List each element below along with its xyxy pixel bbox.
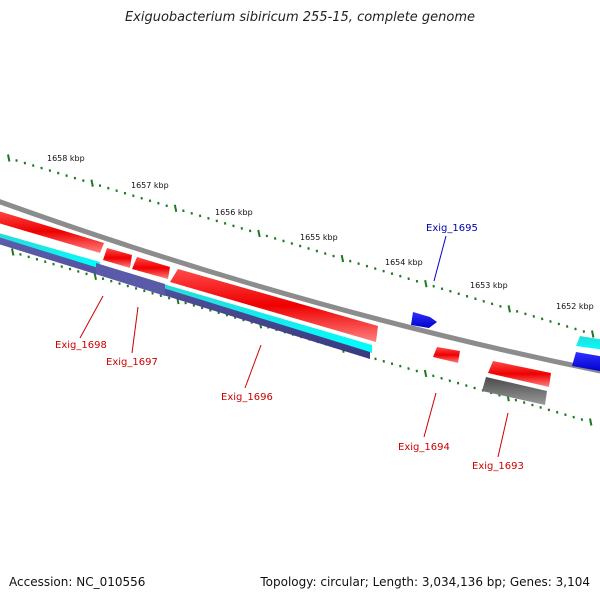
gene-label-exig-1696: Exig_1696 bbox=[221, 392, 273, 403]
scale-label-1654: 1654 kbp bbox=[385, 258, 423, 267]
leader-exig-1693 bbox=[497, 412, 509, 458]
gene-label-exig-1698: Exig_1698 bbox=[55, 340, 107, 351]
gene-exig-1694-shape bbox=[433, 347, 460, 363]
genome-summary: Topology: circular; Length: 3,034,136 bp… bbox=[260, 575, 590, 589]
cds-track-right bbox=[576, 336, 600, 350]
genome-backbone bbox=[0, 199, 600, 374]
leader-exig-1698 bbox=[79, 295, 104, 339]
gene-label-exig-1697: Exig_1697 bbox=[106, 357, 158, 368]
gene-label-exig-1693: Exig_1693 bbox=[472, 461, 524, 472]
gene-label-exig-1694: Exig_1694 bbox=[398, 442, 450, 453]
gene-exig-1693-shape bbox=[488, 361, 551, 387]
upper-major-tick bbox=[7, 154, 11, 162]
lower-major-tick bbox=[589, 418, 593, 426]
lower-major-tick bbox=[93, 272, 97, 280]
gene-right-forward-shape bbox=[572, 352, 600, 372]
gene-exig-1696-shape bbox=[170, 269, 378, 342]
scale-label-1652: 1652 kbp bbox=[556, 302, 594, 311]
lower-major-tick bbox=[423, 369, 428, 378]
gene-gray-shape bbox=[482, 377, 547, 405]
leader-exig-1694 bbox=[423, 392, 437, 438]
scale-label-1656: 1656 kbp bbox=[215, 208, 253, 217]
scale-label-1658: 1658 kbp bbox=[47, 154, 85, 163]
navy-block bbox=[96, 263, 165, 296]
navy-track bbox=[0, 237, 370, 359]
leader-exig-1697 bbox=[131, 306, 139, 354]
upper-major-tick bbox=[340, 254, 345, 263]
lower-major-tick bbox=[11, 248, 15, 256]
leader-exig-1695 bbox=[433, 235, 447, 282]
gene-label-exig-1695: Exig_1695 bbox=[426, 223, 478, 234]
gene-exig-1698-shape bbox=[0, 211, 104, 253]
gene-exig-1697b-shape bbox=[132, 257, 170, 279]
leader-exig-1696 bbox=[244, 344, 262, 389]
upper-major-tick bbox=[90, 179, 94, 187]
upper-major-tick bbox=[257, 229, 261, 238]
scale-label-1653: 1653 kbp bbox=[470, 281, 508, 290]
upper-major-tick bbox=[173, 204, 178, 212]
accession-text: Accession: NC_010556 bbox=[9, 575, 146, 589]
upper-major-tick bbox=[591, 330, 595, 338]
scale-label-1657: 1657 kbp bbox=[131, 181, 169, 190]
scale-label-1655: 1655 kbp bbox=[300, 233, 338, 242]
upper-major-tick bbox=[507, 305, 511, 313]
upper-scale-ticks bbox=[7, 154, 595, 338]
upper-major-tick bbox=[424, 280, 428, 288]
cds-track-middle bbox=[160, 283, 372, 353]
gene-exig-1697-shape bbox=[103, 248, 132, 268]
genome-title: Exiguobacterium sibiricum 255-15, comple… bbox=[124, 10, 476, 25]
gene-exig-1695-shape bbox=[411, 312, 437, 328]
